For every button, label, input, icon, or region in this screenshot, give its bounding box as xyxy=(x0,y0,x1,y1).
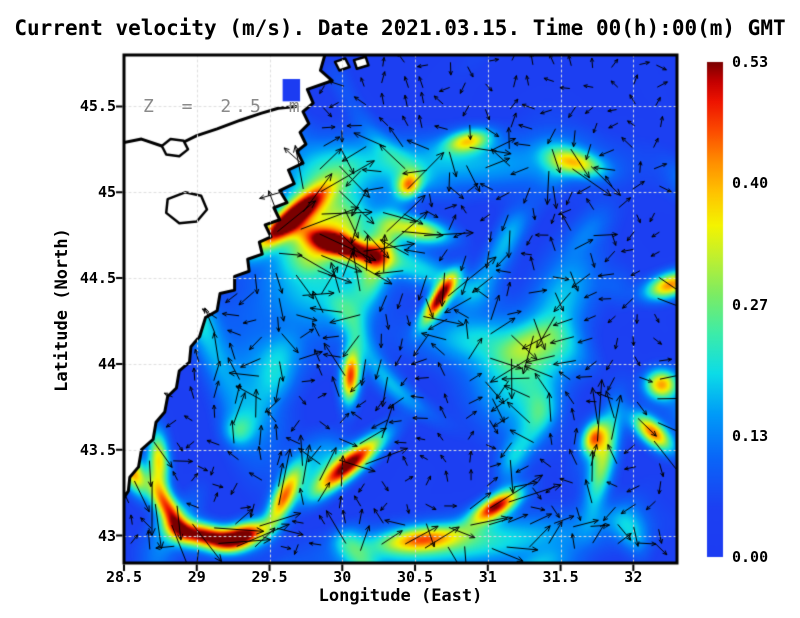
x-axis-title: Longitude (East) xyxy=(318,586,483,606)
figure-title: Current velocity (m/s). Date 2021.03.15.… xyxy=(14,16,786,40)
y-axis-title: Latitude (North) xyxy=(52,228,72,392)
depth-annotation: Z = 2.5 m xyxy=(143,96,304,117)
